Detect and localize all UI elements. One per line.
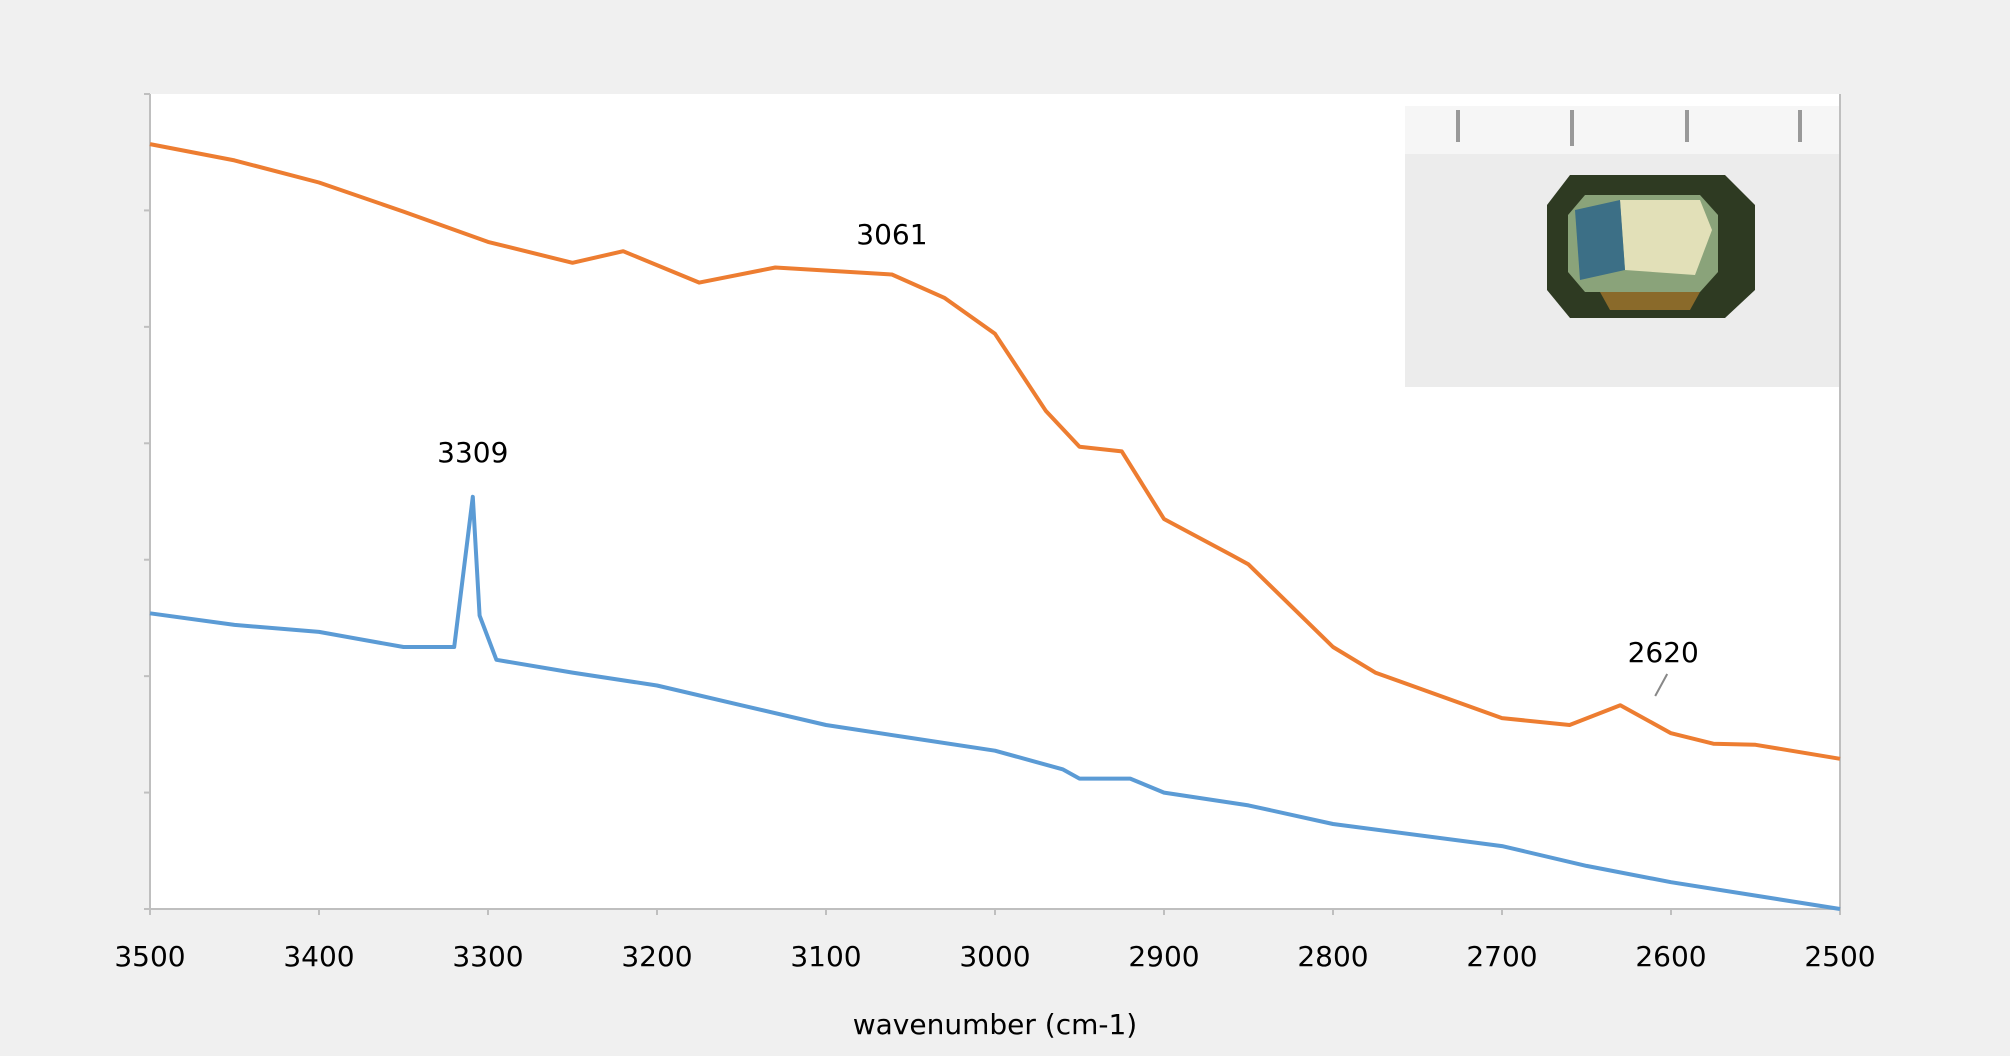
x-tick-label: 2900 <box>1128 940 1199 973</box>
annotation-leader <box>1654 673 1669 697</box>
x-tick-label: 3000 <box>959 940 1030 973</box>
annotation: 3061 <box>856 218 927 251</box>
x-tick-label: 3200 <box>621 940 692 973</box>
x-tick-label: 3100 <box>790 940 861 973</box>
x-tick-label: 2500 <box>1804 940 1875 973</box>
x-tick-label: 2700 <box>1466 940 1537 973</box>
x-tick-label: 2600 <box>1635 940 1706 973</box>
x-tick-label: 2800 <box>1297 940 1368 973</box>
annotation: 2620 <box>1628 636 1699 669</box>
x-tick-label: 3500 <box>114 940 185 973</box>
inset-photo <box>1405 106 1840 387</box>
x-tick-label: 3300 <box>452 940 523 973</box>
x-axis-label: wavenumber (cm-1) <box>853 1008 1137 1041</box>
annotation: 3309 <box>437 436 508 469</box>
x-tick-label: 3400 <box>283 940 354 973</box>
series-line <box>149 494 1841 911</box>
series-line <box>149 142 1841 761</box>
